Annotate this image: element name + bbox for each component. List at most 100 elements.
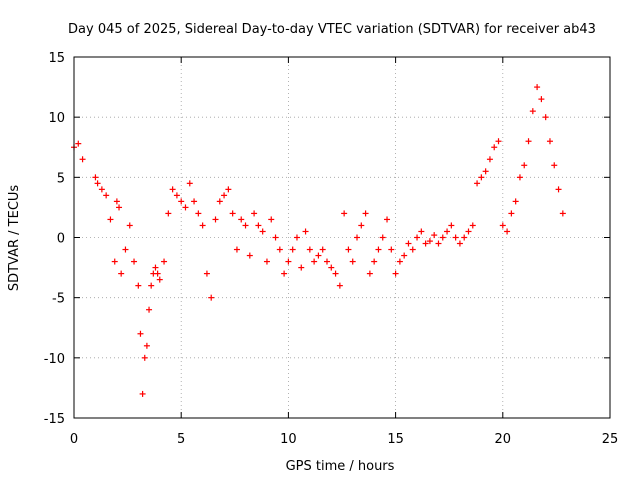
data-point	[512, 198, 519, 205]
data-point	[461, 234, 468, 241]
data-point	[311, 258, 318, 265]
data-point	[242, 222, 249, 229]
data-point	[422, 240, 429, 247]
data-point	[135, 282, 142, 289]
data-point	[525, 138, 532, 145]
data-point	[448, 222, 455, 229]
y-tick-label: 5	[57, 171, 65, 186]
data-point	[225, 186, 232, 193]
data-point	[152, 264, 159, 271]
data-point	[452, 234, 459, 241]
data-point	[208, 294, 215, 301]
data-point	[405, 240, 412, 247]
data-point	[384, 216, 391, 223]
y-tick-label: -15	[44, 412, 65, 427]
data-point	[92, 174, 99, 181]
data-point	[328, 264, 335, 271]
x-tick-label: 15	[387, 432, 404, 447]
x-tick-label: 20	[495, 432, 512, 447]
x-tick-label: 10	[280, 432, 297, 447]
data-point	[272, 234, 279, 241]
data-point	[516, 174, 523, 181]
data-point	[469, 222, 476, 229]
data-point	[182, 204, 189, 211]
y-tick-label: 15	[48, 51, 65, 66]
x-tick-label: 0	[70, 432, 78, 447]
data-point	[551, 162, 558, 169]
data-point	[456, 240, 463, 247]
y-axis-label: SDTVAR / TECUs	[7, 185, 22, 292]
data-point	[392, 270, 399, 277]
data-point	[94, 180, 101, 187]
data-point	[431, 232, 438, 239]
data-point	[559, 210, 566, 217]
data-point	[362, 210, 369, 217]
data-point	[435, 240, 442, 247]
data-point	[323, 258, 330, 265]
data-point	[255, 222, 262, 229]
data-point	[191, 198, 198, 205]
x-axis-label: GPS time / hours	[286, 459, 395, 474]
data-point	[336, 282, 343, 289]
data-point	[186, 180, 193, 187]
data-point	[306, 246, 313, 253]
data-point	[169, 186, 176, 193]
data-point	[375, 246, 382, 253]
data-point	[379, 234, 386, 241]
chart-title: Day 045 of 2025, Sidereal Day-to-day VTE…	[68, 22, 596, 37]
data-point	[289, 246, 296, 253]
data-point	[491, 144, 498, 151]
data-point	[396, 258, 403, 265]
data-point	[263, 258, 270, 265]
data-point	[251, 210, 258, 217]
data-point	[229, 210, 236, 217]
data-point	[238, 216, 245, 223]
data-point	[137, 330, 144, 337]
data-point	[546, 138, 553, 145]
data-point	[116, 204, 123, 211]
data-point	[401, 252, 408, 259]
data-point	[165, 210, 172, 217]
data-point	[444, 228, 451, 235]
data-point	[126, 222, 133, 229]
data-point	[293, 234, 300, 241]
data-point	[478, 174, 485, 181]
data-point	[195, 210, 202, 217]
data-point	[113, 198, 120, 205]
data-point	[111, 258, 118, 265]
data-point	[332, 270, 339, 277]
data-point	[409, 246, 416, 253]
data-point	[221, 192, 228, 199]
data-point	[354, 234, 361, 241]
data-point	[233, 246, 240, 253]
data-point	[148, 282, 155, 289]
data-point	[178, 198, 185, 205]
data-point	[79, 156, 86, 163]
data-point	[216, 198, 223, 205]
data-point	[504, 228, 511, 235]
data-point	[98, 186, 105, 193]
y-tick-label: -10	[44, 352, 65, 367]
data-point	[508, 210, 515, 217]
data-point	[285, 258, 292, 265]
data-point	[529, 108, 536, 115]
data-point	[542, 114, 549, 121]
y-tick-label: -5	[52, 292, 65, 307]
data-point	[118, 270, 125, 277]
data-points	[71, 84, 566, 397]
data-point	[534, 84, 541, 91]
data-point	[465, 228, 472, 235]
data-point	[131, 258, 138, 265]
data-point	[139, 390, 146, 397]
y-tick-label: 0	[57, 232, 65, 247]
data-point	[388, 246, 395, 253]
data-point	[276, 246, 283, 253]
x-tick-label: 5	[177, 432, 185, 447]
data-point	[173, 192, 180, 199]
data-point	[156, 276, 163, 283]
data-point	[281, 270, 288, 277]
data-point	[141, 354, 148, 361]
data-point	[146, 306, 153, 313]
data-point	[358, 222, 365, 229]
